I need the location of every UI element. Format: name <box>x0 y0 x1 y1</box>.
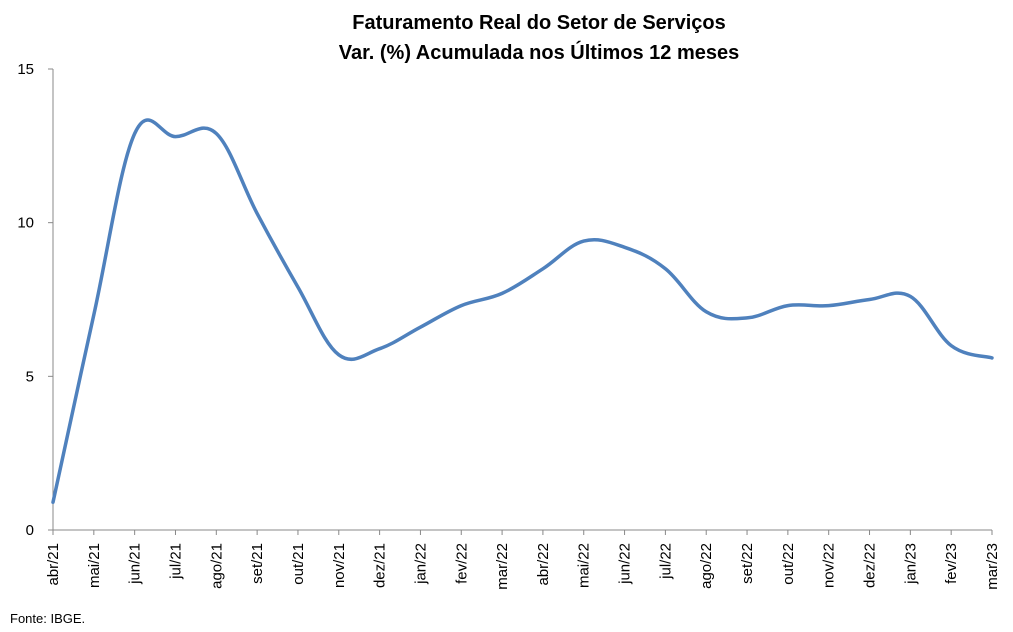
x-tick-label: abr/22 <box>535 543 552 586</box>
x-tick-label: jul/22 <box>657 543 674 580</box>
x-tick-label: set/22 <box>739 543 756 584</box>
x-tick-label: jan/23 <box>902 543 919 585</box>
x-tick-label: ago/22 <box>698 543 715 589</box>
x-tick-label: abr/21 <box>45 543 62 586</box>
x-tick-label: fev/22 <box>453 543 470 584</box>
series-group <box>51 118 994 505</box>
x-tick-label: jun/21 <box>127 543 144 585</box>
x-tick-label: mai/22 <box>576 543 593 588</box>
x-tick-label: fev/23 <box>943 543 960 584</box>
y-tick-label: 10 <box>17 215 34 232</box>
x-tick-label: mar/23 <box>984 543 1001 590</box>
x-tick-label: ago/21 <box>208 543 225 589</box>
x-tick-label: nov/21 <box>331 543 348 588</box>
source-note: Fonte: IBGE. <box>10 611 86 626</box>
chart-subtitle: Var. (%) Acumulada nos Últimos 12 meses <box>339 40 740 64</box>
x-tick-label: out/22 <box>780 543 797 585</box>
series-line <box>51 118 994 505</box>
x-tick-label: mai/21 <box>86 543 103 588</box>
y-axis: 0 5 10 15 <box>17 61 54 539</box>
y-tick-label: 5 <box>26 368 34 385</box>
x-tick-label: jun/22 <box>617 543 634 585</box>
x-tick-label: set/21 <box>249 543 266 584</box>
x-tick-label: jul/21 <box>167 543 184 580</box>
x-tick-label: dez/21 <box>372 543 389 588</box>
x-tick-label: dez/22 <box>862 543 879 588</box>
x-tick-label: jan/22 <box>412 543 429 585</box>
x-tick-label: mar/22 <box>494 543 511 590</box>
x-tick-label: out/21 <box>290 543 307 585</box>
x-axis: abr/21 mai/21 jun/21 jul/21 ago/21 set/21 out/… <box>45 529 1001 590</box>
y-tick-label: 15 <box>17 61 34 78</box>
chart-title: Faturamento Real do Setor de Serviços <box>352 12 725 34</box>
y-tick-label: 0 <box>26 522 34 539</box>
x-tick-label: nov/22 <box>821 543 838 588</box>
